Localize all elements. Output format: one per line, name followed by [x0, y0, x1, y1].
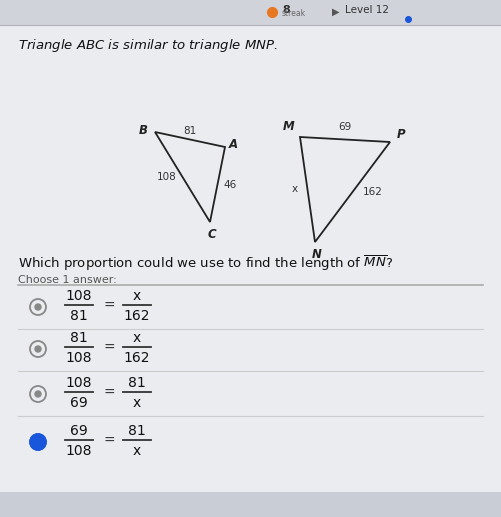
Text: x: x — [133, 331, 141, 345]
Text: 162: 162 — [124, 309, 150, 323]
Text: 8: 8 — [282, 5, 290, 15]
Text: Level 12: Level 12 — [345, 5, 389, 15]
Text: 69: 69 — [338, 123, 352, 132]
Text: 81: 81 — [70, 309, 88, 323]
Text: N: N — [312, 249, 322, 262]
Text: =: = — [103, 299, 115, 313]
Text: 162: 162 — [124, 351, 150, 365]
Text: =: = — [103, 341, 115, 355]
Text: 46: 46 — [224, 179, 237, 190]
Text: A: A — [228, 139, 237, 151]
Circle shape — [30, 299, 46, 315]
Text: ▶: ▶ — [332, 7, 340, 17]
Text: x: x — [133, 396, 141, 410]
Circle shape — [30, 341, 46, 357]
Circle shape — [35, 346, 41, 352]
Text: Choose 1 answer:: Choose 1 answer: — [18, 275, 117, 285]
Text: M: M — [283, 120, 295, 133]
Text: 81: 81 — [128, 424, 146, 438]
Text: B: B — [138, 124, 147, 136]
Text: 81: 81 — [70, 331, 88, 345]
Text: 69: 69 — [70, 424, 88, 438]
Text: =: = — [103, 434, 115, 448]
FancyBboxPatch shape — [0, 0, 501, 25]
Circle shape — [35, 304, 41, 310]
Text: P: P — [397, 128, 405, 141]
Text: x: x — [133, 444, 141, 458]
Text: 108: 108 — [66, 444, 92, 458]
Text: 108: 108 — [66, 351, 92, 365]
Circle shape — [30, 386, 46, 402]
Text: 108: 108 — [157, 172, 176, 182]
Text: x: x — [133, 289, 141, 303]
Text: Which proportion could we use to find the length of $\overline{MN}$?: Which proportion could we use to find th… — [18, 254, 393, 273]
Circle shape — [30, 434, 46, 450]
Circle shape — [35, 391, 41, 397]
Text: 108: 108 — [66, 289, 92, 303]
Text: =: = — [103, 386, 115, 400]
Text: 69: 69 — [70, 396, 88, 410]
Text: Triangle $ABC$ is similar to triangle $MNP$.: Triangle $ABC$ is similar to triangle $M… — [18, 37, 278, 54]
Text: 162: 162 — [363, 187, 382, 197]
Text: streak: streak — [282, 9, 306, 19]
Text: 108: 108 — [66, 376, 92, 390]
Text: C: C — [208, 227, 216, 240]
Text: 81: 81 — [183, 126, 196, 135]
Text: 81: 81 — [128, 376, 146, 390]
FancyBboxPatch shape — [0, 0, 501, 492]
Text: x: x — [292, 185, 298, 194]
